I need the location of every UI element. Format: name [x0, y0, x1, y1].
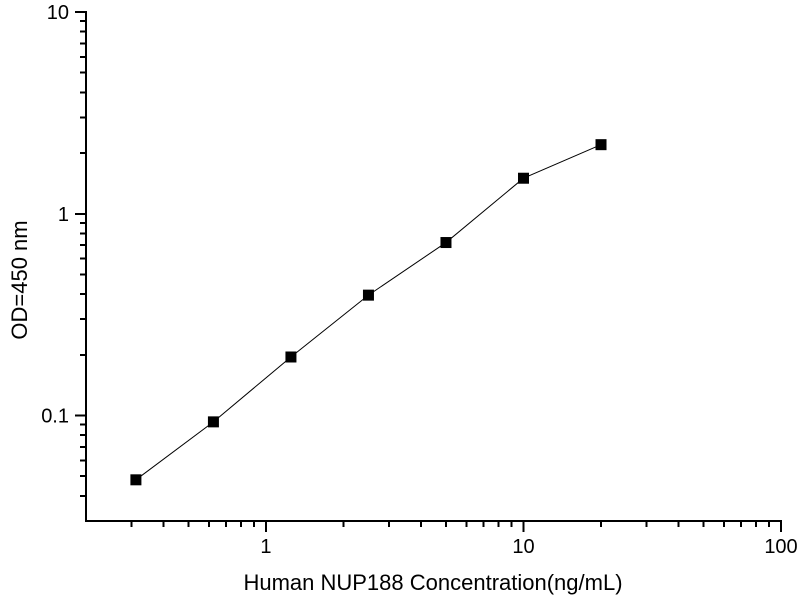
data-point-marker — [130, 474, 142, 486]
data-point-marker — [285, 351, 297, 363]
x-tick-label: 10 — [512, 536, 534, 558]
y-tick-label: 1 — [58, 204, 69, 226]
series-line — [135, 144, 602, 481]
x-tick-label: 100 — [764, 536, 797, 558]
y-tick-label: 10 — [47, 2, 69, 24]
data-point-marker — [440, 237, 452, 249]
data-point-marker — [595, 139, 607, 151]
y-tick-label: 0.1 — [41, 406, 69, 428]
data-point-marker — [362, 289, 374, 301]
x-tick-label: 1 — [260, 536, 271, 558]
x-axis-title: Human NUP188 Concentration(ng/mL) — [243, 570, 622, 595]
data-point-marker — [207, 416, 219, 428]
data-point-marker — [517, 172, 529, 184]
chart-plot-area: 1 10 100 0.1 1 10 — [41, 2, 798, 558]
y-axis-title: OD=450 nm — [7, 220, 32, 339]
